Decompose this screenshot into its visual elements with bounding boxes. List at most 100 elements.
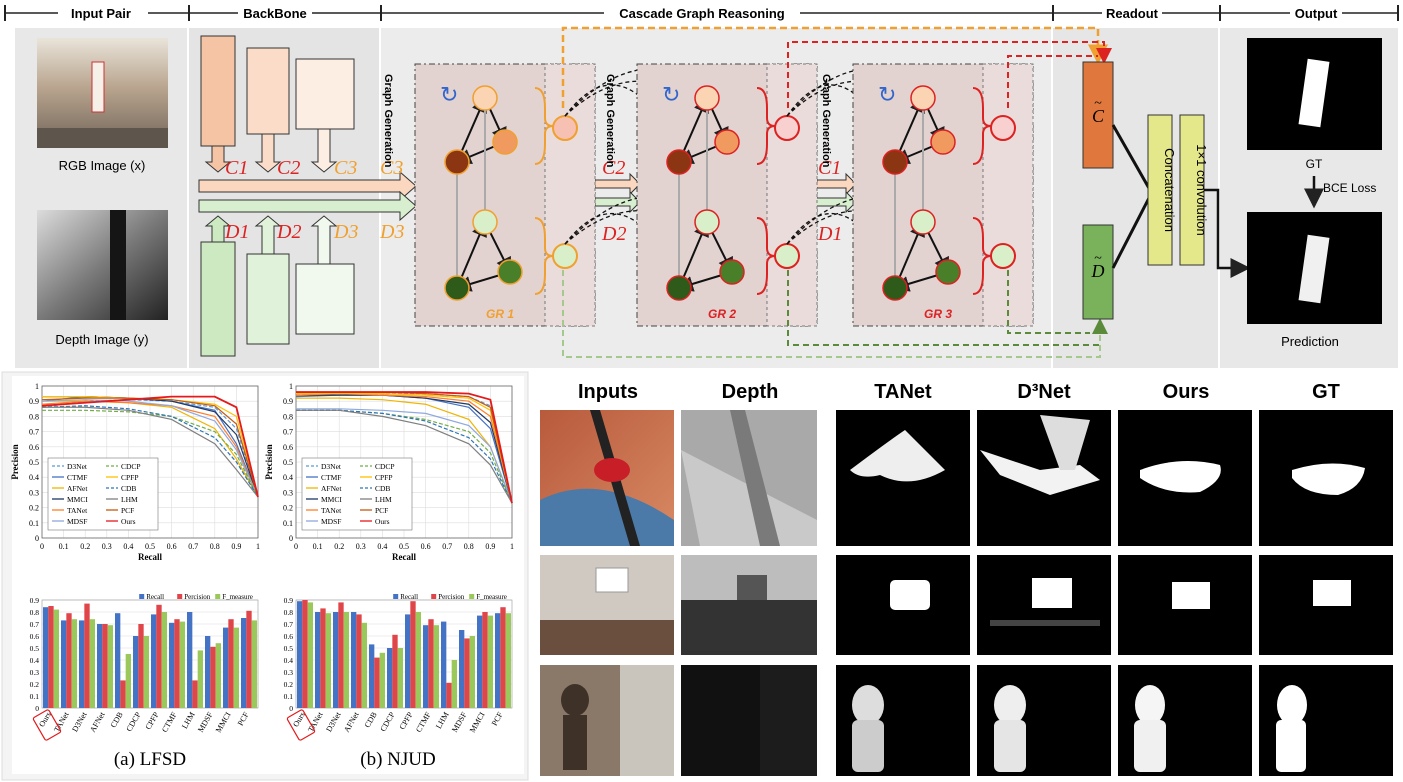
tick-label: 0.9 [30,596,40,605]
concat-label: Concatenation [1162,148,1177,232]
refresh-icon: ↻ [662,82,680,107]
series-line [42,409,259,498]
graph-generation-label: Graph Generation [382,74,394,168]
tick-label: 0.5 [283,458,293,467]
bar [84,603,90,708]
axis-label: Recall [138,552,162,562]
graph-node [694,209,720,235]
graph-reasoning: C3 D3 C2 D2 C1 D1 Graph Generation ↻GR 1G… [379,26,1112,358]
input-pair: RGB Image (x) Depth Image (y) [37,38,168,347]
bar [79,620,85,708]
tick-label: 0.2 [334,542,344,551]
tick-label: 0 [294,542,298,551]
stage-label: BackBone [243,6,307,21]
series-line [41,405,259,498]
rgb-caption: RGB Image (x) [59,158,146,173]
tick-label: 0.6 [30,632,40,641]
stage-label: Output [1295,6,1338,21]
legend-entry: LHM [375,495,392,504]
legend-entry: CPFP [375,473,393,482]
bar [151,614,157,708]
legend-entry: D3Net [321,462,342,471]
bar [320,608,326,708]
readout-node [552,115,578,141]
legend-entry: CDCP [121,462,141,471]
bar [161,612,167,708]
bar [97,624,103,708]
tick-label: 0 [35,704,39,713]
tick-label: 0.1 [283,519,293,528]
tick-label: 0.3 [29,488,39,497]
tick-label: 0 [289,534,293,543]
legend-entry: CDB [121,484,136,493]
tick-label: 0.6 [421,542,431,551]
bar [125,654,131,708]
axis-label: Precision [10,444,20,479]
graph-node [472,209,498,235]
gr-label: GR 1 [486,307,514,321]
backbone: C1 C2 C3 D1 D2 D3 [198,35,417,357]
bar [71,619,77,708]
tick-label: 0.7 [284,620,294,629]
bar [215,643,221,708]
bar [387,648,393,708]
readout-node [990,243,1016,269]
bar [392,634,398,708]
legend-entry: LHM [121,495,138,504]
series-line [296,394,513,504]
tick-label: 0.6 [283,443,293,452]
bar [487,615,493,708]
graph-generation-label: Graph Generation [604,74,616,168]
column-header: D³Net [1017,381,1071,403]
bar [397,648,403,708]
gr-label: GR 2 [708,307,736,321]
bar [405,614,411,708]
graph-node [497,259,523,285]
highlight-box [32,709,62,741]
bar [356,614,362,708]
tick-label: 0.5 [145,542,155,551]
stage-label: Cascade Graph Reasoning [619,6,784,21]
readout-node [552,243,578,269]
graph-node [910,209,936,235]
chart-caption: (b) NJUD [360,749,435,770]
series-line [296,409,513,504]
bar [361,622,367,708]
depth-caption: Depth Image (y) [55,332,148,347]
graph-node [714,129,740,155]
gr-block: Graph Generation ↻ GR 2 [604,63,949,327]
concat-block [1147,114,1173,266]
refresh-icon: ↻ [440,82,458,107]
d-tilde-block [1082,224,1114,320]
stage-label: Readout [1106,6,1159,21]
tick-label: 0.7 [283,428,293,437]
svg-text:~: ~ [1094,251,1102,266]
charts-panel: 000.10.10.20.20.30.30.40.40.50.50.60.60.… [1,371,529,781]
bar [415,612,421,708]
bar [210,646,216,708]
legend-entry: Percision [184,593,211,601]
legend-entry: MMCI [321,495,342,504]
legend-entry: CDB [375,484,390,493]
legend-entry: MDSF [321,517,341,526]
axis-label: Recall [392,552,416,562]
loss-label: BCE Loss [1323,181,1376,195]
conv-label: 1×1 convolution [1194,144,1209,235]
bar [48,606,54,708]
legend-entry: AFNet [67,484,88,493]
legend-entry: Recall [400,593,418,601]
tick-label: 0.4 [284,656,294,665]
series-line [41,395,259,498]
graph-node [444,149,470,175]
series-line [41,399,259,498]
tick-label: 0.8 [283,412,293,421]
bar [459,630,465,708]
tick-label: 1 [256,542,260,551]
legend-entry: MMCI [67,495,88,504]
refresh-icon: ↻ [878,82,896,107]
output: GT BCE Loss Prediction [1247,38,1382,349]
bar [505,613,511,708]
legend-entry: PCF [121,506,134,515]
bar [433,625,439,708]
tick-label: 0.6 [29,443,39,452]
